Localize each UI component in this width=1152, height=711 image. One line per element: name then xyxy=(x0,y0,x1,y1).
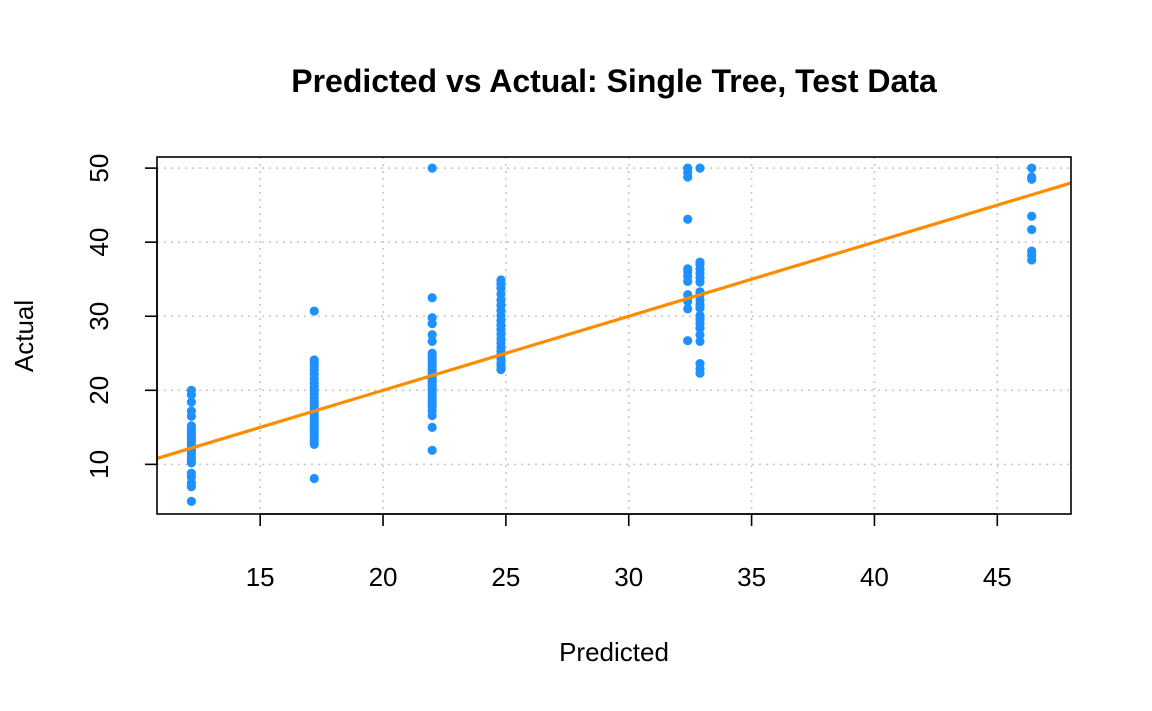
data-point xyxy=(1027,211,1037,221)
data-point xyxy=(695,330,705,340)
data-point xyxy=(427,330,437,340)
data-point xyxy=(427,336,437,347)
data-point xyxy=(695,257,705,267)
grid-lines xyxy=(157,157,1071,514)
data-point xyxy=(683,214,693,224)
x-tick-label: 35 xyxy=(737,562,766,592)
data-point xyxy=(695,310,705,321)
x-tick-label: 40 xyxy=(860,562,889,592)
data-point xyxy=(427,348,437,358)
reference-line-layer xyxy=(156,181,1072,460)
data-point xyxy=(186,496,196,507)
data-point xyxy=(683,264,693,274)
reference-line xyxy=(156,181,1072,460)
data-point xyxy=(1027,163,1037,173)
data-point xyxy=(496,275,506,285)
data-point xyxy=(309,473,319,484)
data-point xyxy=(309,306,319,316)
y-tick-label: 20 xyxy=(84,376,114,405)
data-point xyxy=(427,313,437,323)
data-point xyxy=(695,336,705,347)
x-tick-label: 20 xyxy=(369,562,398,592)
data-points xyxy=(186,163,1037,507)
data-point xyxy=(683,304,693,314)
data-point xyxy=(427,293,437,303)
data-point xyxy=(683,336,693,346)
x-tick-label: 15 xyxy=(246,562,275,592)
data-point xyxy=(1027,172,1037,182)
data-point xyxy=(186,421,196,431)
data-point xyxy=(427,422,437,432)
y-tick-label: 30 xyxy=(84,302,114,331)
data-point xyxy=(1027,246,1037,256)
x-axis: 15 20 25 30 35 40 45 xyxy=(246,513,1012,592)
data-point xyxy=(427,163,437,173)
data-point xyxy=(695,359,705,369)
y-axis: 10 20 30 40 50 xyxy=(84,154,158,479)
x-tick-label: 30 xyxy=(614,562,643,592)
data-point xyxy=(186,468,196,478)
data-point xyxy=(309,355,319,365)
data-point xyxy=(427,445,437,455)
data-point xyxy=(186,385,196,395)
x-axis-title: Predicted xyxy=(559,637,669,667)
data-point xyxy=(683,163,693,173)
y-tick-label: 50 xyxy=(84,154,114,183)
y-tick-label: 40 xyxy=(84,228,114,257)
plot-area-border xyxy=(156,156,1072,515)
data-point xyxy=(695,163,705,173)
y-tick-label: 10 xyxy=(84,450,114,479)
data-point xyxy=(186,397,196,407)
chart-title: Predicted vs Actual: Single Tree, Test D… xyxy=(291,63,937,99)
data-point xyxy=(186,406,196,416)
x-tick-label: 45 xyxy=(983,562,1012,592)
x-tick-label: 25 xyxy=(491,562,520,592)
y-axis-title: Actual xyxy=(9,300,39,372)
data-point xyxy=(1027,224,1037,235)
